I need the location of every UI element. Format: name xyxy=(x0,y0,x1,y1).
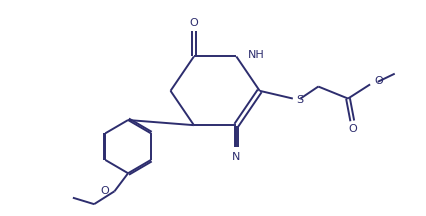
Text: O: O xyxy=(190,18,198,28)
Text: N: N xyxy=(232,152,241,162)
Text: O: O xyxy=(349,124,357,134)
Text: NH: NH xyxy=(248,50,264,60)
Text: S: S xyxy=(296,95,303,105)
Text: O: O xyxy=(374,76,383,86)
Text: O: O xyxy=(100,186,109,196)
